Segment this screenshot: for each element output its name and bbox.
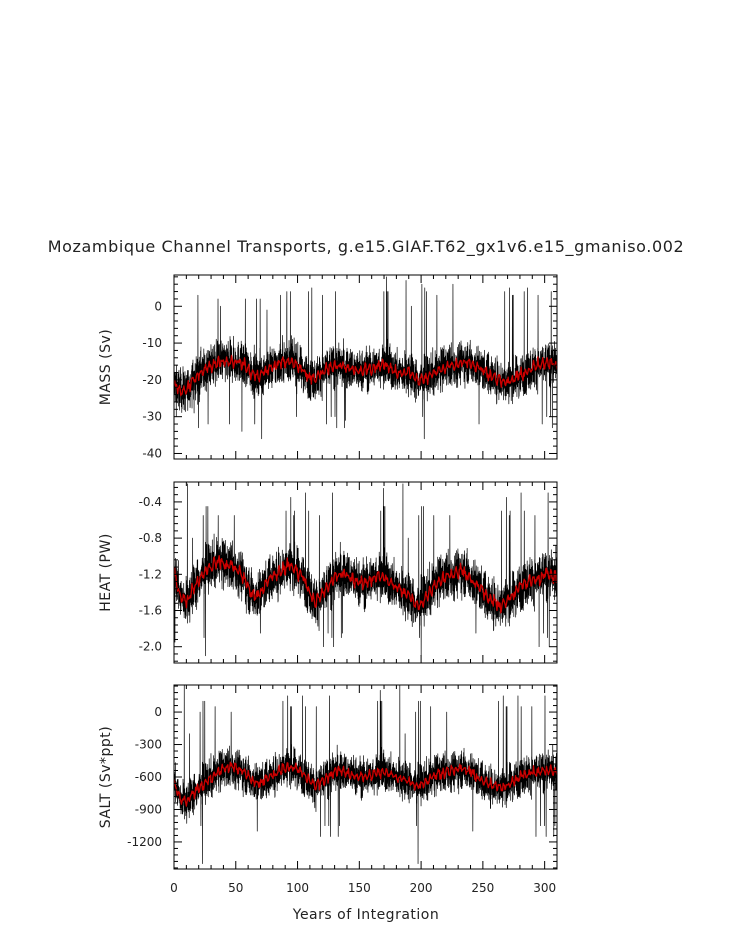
y-tick-label: -40 xyxy=(142,446,162,460)
y-tick-label: -300 xyxy=(135,738,162,752)
x-tick-label: 150 xyxy=(348,881,371,895)
y-tick-label: -1.6 xyxy=(139,604,162,618)
series-3-running-mean-line xyxy=(174,761,557,807)
panels-group: 0 -10 -20 -30 -40 MASS (Sv) -0.4 -0.8 -1.2 -1.6 -2… xyxy=(98,274,558,895)
panel-2: -0.4 -0.8 -1.2 -1.6 -2.0 HEAT (PW) xyxy=(98,481,558,664)
series-2-running-mean-line xyxy=(174,555,557,614)
y-tick-label: -30 xyxy=(142,410,162,424)
y-tick-label: -2.0 xyxy=(139,640,162,654)
y-tick-label: -1200 xyxy=(127,835,162,849)
x-tick-label: 200 xyxy=(410,881,433,895)
x-tick-label: 300 xyxy=(533,881,556,895)
y-tick-label: -900 xyxy=(135,802,162,816)
panel-3: 0 -300 -600 -900 -1200 SALT (Sv*ppt) xyxy=(98,684,558,870)
y-axis-label-panel-3: SALT (Sv*ppt) xyxy=(98,726,114,828)
series-2-monthly-line xyxy=(174,483,557,657)
y-axis-label-panel-1: MASS (Sv) xyxy=(98,329,114,405)
y-tick-label: -10 xyxy=(142,336,162,350)
y-tick-label: -0.8 xyxy=(139,531,162,545)
y-tick-label: 0 xyxy=(154,299,162,313)
series-1-monthly-line xyxy=(174,276,557,440)
y-tick-label: -1.2 xyxy=(139,567,162,581)
series-1-running-mean-line xyxy=(174,354,557,397)
x-axis-label: Years of Integration xyxy=(292,907,439,923)
y-tick-label: -600 xyxy=(135,770,162,784)
chart-title: Mozambique Channel Transports, g.e15.GIA… xyxy=(48,237,685,257)
x-tick-label: 0 xyxy=(170,881,178,895)
y-tick-label: -20 xyxy=(142,373,162,387)
y-axis-label-panel-2: HEAT (PW) xyxy=(98,533,114,612)
panel-2-frame xyxy=(173,481,558,664)
x-tick-label: 100 xyxy=(286,881,309,895)
y-tick-label: 0 xyxy=(154,705,162,719)
panel-1: 0 -10 -20 -30 -40 MASS (Sv) xyxy=(98,274,558,460)
x-tick-label: 50 xyxy=(228,881,243,895)
x-tick-label: 250 xyxy=(471,881,494,895)
panel-1-frame xyxy=(173,274,558,460)
y-tick-label: -0.4 xyxy=(139,495,162,509)
